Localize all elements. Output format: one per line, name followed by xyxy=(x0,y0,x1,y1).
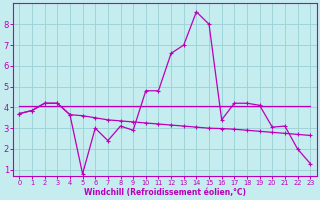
X-axis label: Windchill (Refroidissement éolien,°C): Windchill (Refroidissement éolien,°C) xyxy=(84,188,246,197)
